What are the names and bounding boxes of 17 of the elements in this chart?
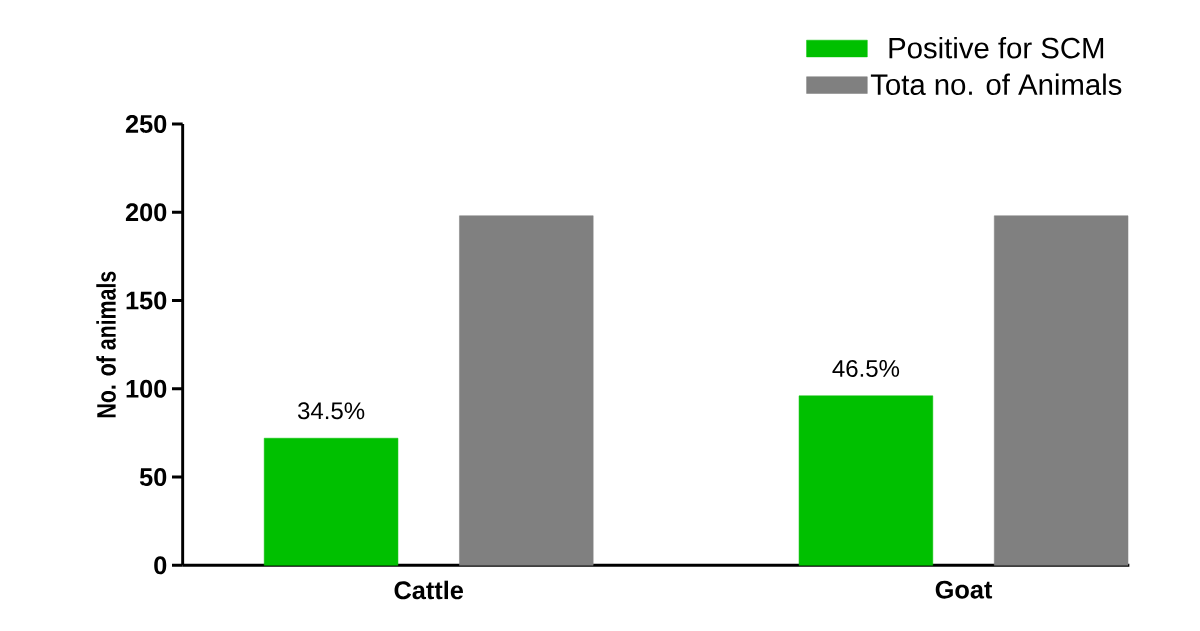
legend-label: Positive for SCM (889, 37, 1104, 59)
y-axis-title: No. of animals (96, 271, 116, 418)
legend-label: Tota no. of Animals (870, 73, 1122, 96)
bar (263, 438, 399, 566)
bar (994, 215, 1129, 566)
bar (798, 395, 934, 566)
y-tick-label: 150 (126, 291, 167, 310)
annotation: 46.5% (832, 360, 900, 378)
y-tick-label: 50 (139, 468, 167, 487)
bar (459, 215, 594, 566)
annotation: 34.5% (297, 402, 365, 420)
y-tick-label: 250 (125, 115, 167, 134)
x-tick-label: Goat (935, 580, 993, 599)
y-tick-label: 100 (126, 379, 167, 398)
y-tick-label: 200 (125, 203, 167, 222)
y-tick-label: 0 (154, 556, 167, 575)
x-tick-label: Cattle (394, 580, 464, 600)
